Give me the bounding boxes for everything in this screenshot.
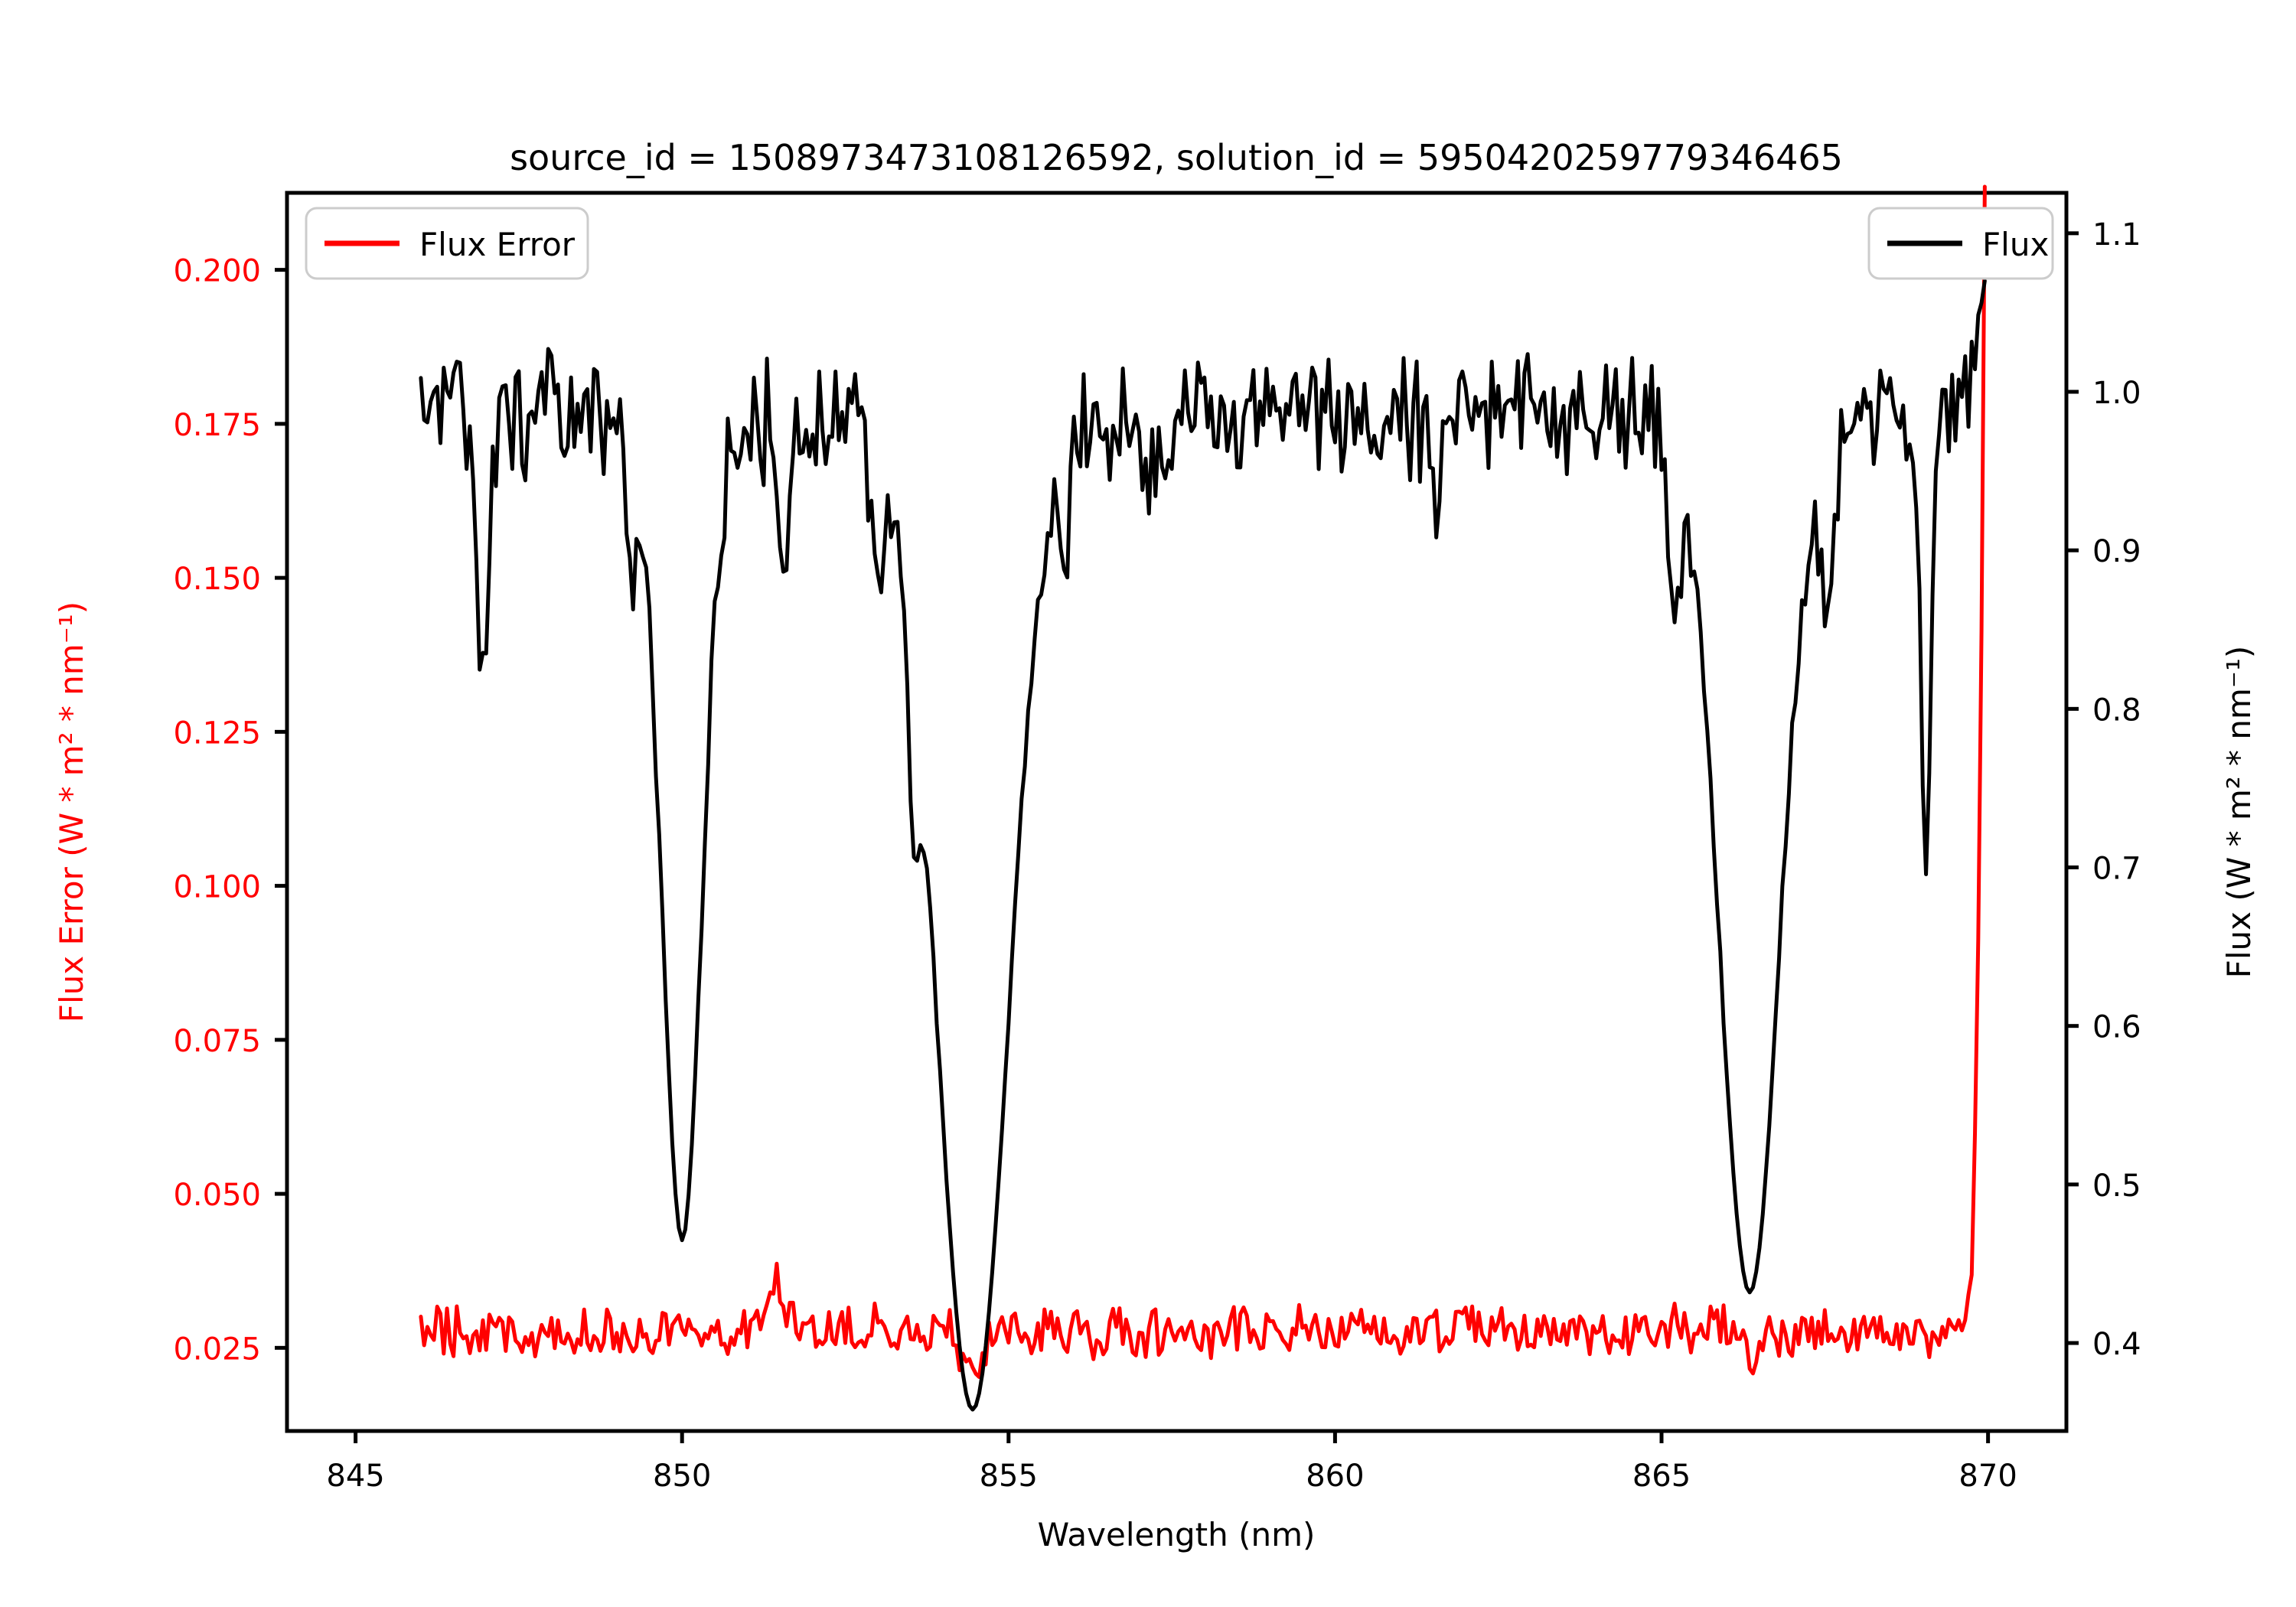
flux-error-line	[419, 184, 1987, 1379]
flux-error-legend-label: Flux Error	[419, 226, 576, 263]
x-tick-label: 870	[1958, 1459, 2017, 1494]
y-left-axis-title: Flux Error (W * m² * nm⁻¹)	[53, 601, 90, 1022]
x-tick-label: 845	[326, 1459, 384, 1494]
y-right-axis-title: Flux (W * m² * nm⁻¹)	[2220, 646, 2258, 979]
x-tick-label: 850	[653, 1459, 711, 1494]
y-left-tick-label: 0.075	[173, 1024, 261, 1059]
flux-legend[interactable]: Flux	[1867, 207, 2054, 280]
x-tick-label: 865	[1632, 1459, 1691, 1494]
y-right-axis-ticks: 0.4 0.5 0.6 0.7 0.8 0.9 1.0 1.1	[2066, 217, 2141, 1362]
y-right-tick-label: 0.9	[2092, 534, 2141, 569]
y-left-tick-label: 0.200	[173, 254, 261, 289]
y-left-tick-label: 0.125	[173, 715, 261, 751]
y-right-tick-label: 1.1	[2092, 217, 2141, 253]
plot-title: source_id = 1508973473108126592, solutio…	[510, 137, 1843, 178]
y-left-axis-ticks: 0.025 0.050 0.075 0.100 0.125 0.150 0.175 0.200	[173, 254, 287, 1367]
flux-error-legend[interactable]: Flux Error	[305, 207, 589, 280]
y-left-tick-label: 0.025	[173, 1332, 261, 1367]
y-right-tick-label: 0.7	[2092, 852, 2141, 887]
flux-error-legend-box	[305, 207, 589, 280]
axes-frame	[285, 191, 2069, 1433]
y-right-tick-label: 0.4	[2092, 1327, 2141, 1362]
x-tick-label: 860	[1306, 1459, 1364, 1494]
y-right-tick-label: 1.0	[2092, 376, 2141, 411]
flux-line	[419, 279, 1987, 1412]
y-right-tick-label: 0.6	[2092, 1010, 2141, 1045]
x-axis-ticks: 845 850 855 860 865 870	[326, 1431, 2017, 1494]
y-right-tick-label: 0.5	[2092, 1169, 2141, 1204]
y-left-tick-label: 0.175	[173, 408, 261, 443]
y-left-tick-label: 0.100	[173, 870, 261, 905]
x-tick-label: 855	[980, 1459, 1038, 1494]
flux-legend-label: Flux	[1982, 226, 2049, 263]
x-axis-title: Wavelength (nm)	[1038, 1516, 1316, 1553]
y-left-tick-label: 0.150	[173, 562, 261, 597]
y-left-tick-label: 0.050	[173, 1178, 261, 1213]
y-right-tick-label: 0.8	[2092, 693, 2141, 728]
